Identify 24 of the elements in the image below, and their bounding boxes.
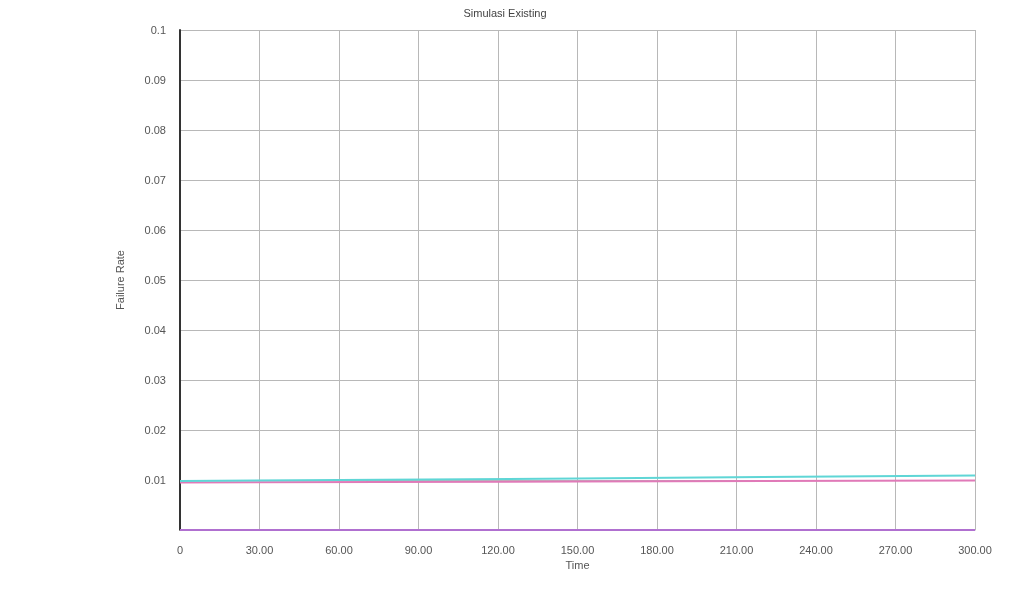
y-tick-label: 0.02 <box>144 424 166 436</box>
x-axis-title: Time <box>565 559 590 572</box>
x-tick-label: 90.00 <box>404 543 433 556</box>
y-tick-label: 0.05 <box>144 274 166 286</box>
x-tick-label: 210.00 <box>719 543 754 556</box>
x-tick-label: 270.00 <box>878 543 913 556</box>
y-tick-label: 0.1 <box>150 24 166 36</box>
x-tick-label: 0 <box>176 543 184 556</box>
x-tick-label: 300.00 <box>958 543 992 556</box>
y-tick-label: 0.08 <box>144 124 166 136</box>
y-tick-label: 0.04 <box>144 324 166 336</box>
y-axis-title: Failure Rate <box>113 250 126 310</box>
y-tick-label: 0.07 <box>144 174 166 186</box>
x-tick-label: 120.00 <box>481 543 515 556</box>
x-tick-label: 60.00 <box>325 543 353 556</box>
chart-title: Simulasi Existing <box>463 6 547 19</box>
x-tick-label: 240.00 <box>799 543 833 556</box>
x-tick-label: 180.00 <box>640 543 674 556</box>
x-tick-label: 30.00 <box>245 543 274 556</box>
y-tick-label: 0.03 <box>144 374 166 386</box>
y-tick-label: 0.06 <box>144 224 166 236</box>
x-tick-label: 150.00 <box>560 543 595 556</box>
y-tick-label: 0.01 <box>144 474 166 486</box>
y-tick-label: 0.09 <box>144 74 166 86</box>
